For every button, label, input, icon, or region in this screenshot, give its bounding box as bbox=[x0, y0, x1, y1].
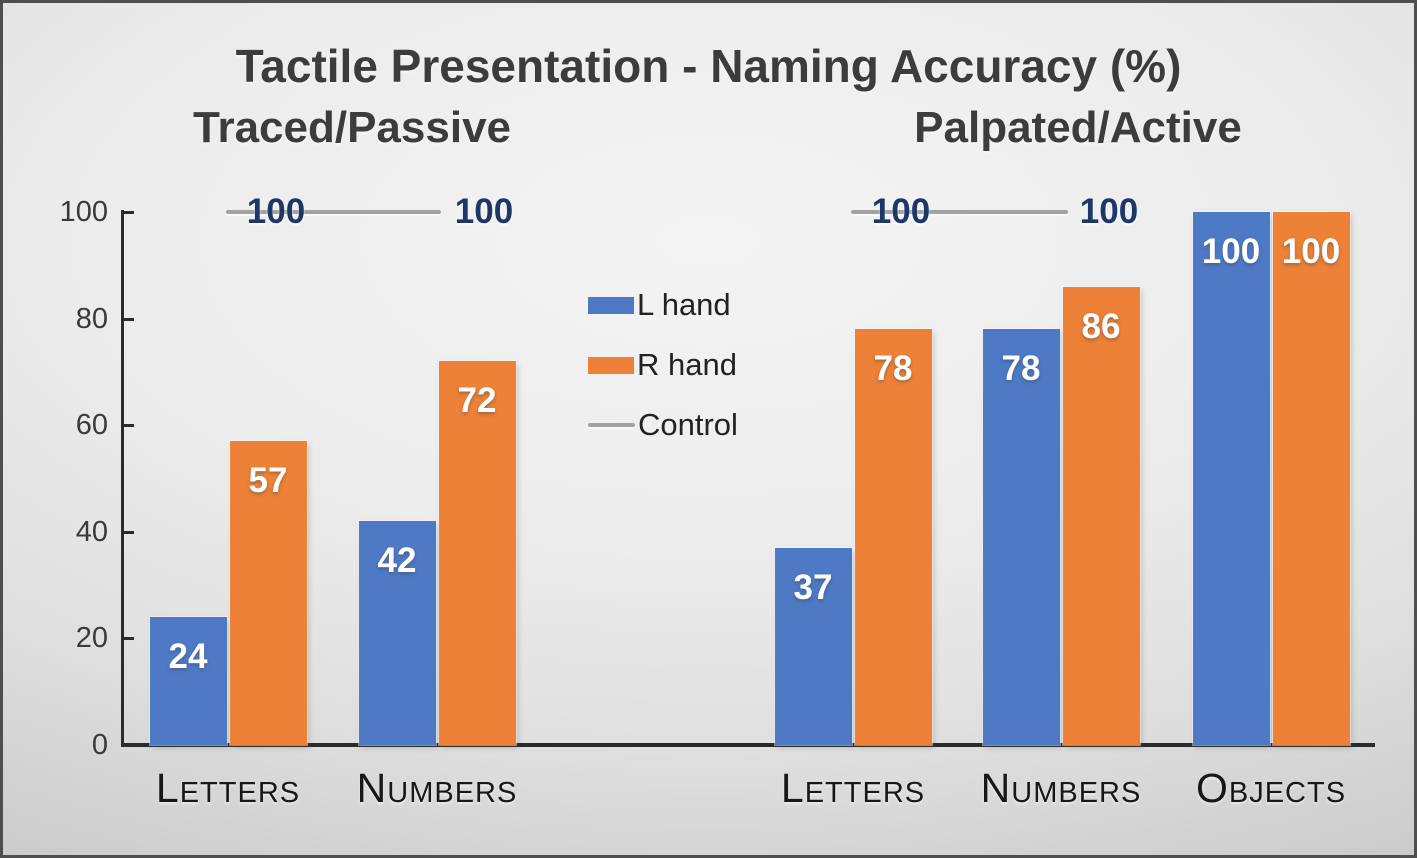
y-tick-label: 80 bbox=[75, 302, 108, 335]
bar-value-label: 37 bbox=[793, 567, 833, 607]
category-label-numbers: Numbers bbox=[980, 765, 1142, 811]
bar-r-hand: 86 bbox=[1062, 286, 1140, 745]
x-axis bbox=[121, 743, 1375, 747]
control-value-label: 100 bbox=[1079, 192, 1139, 231]
legend-item-l-hand: L hand bbox=[588, 287, 738, 322]
y-tick-label: 60 bbox=[75, 409, 108, 442]
y-tick bbox=[124, 530, 134, 534]
y-tick bbox=[124, 317, 134, 321]
control-line bbox=[851, 210, 1068, 214]
y-axis bbox=[121, 210, 124, 747]
y-tick-label: 100 bbox=[59, 196, 108, 228]
bar-l-hand: 78 bbox=[982, 329, 1060, 745]
y-tick-label: 0 bbox=[91, 729, 108, 761]
bar-value-label: 78 bbox=[1001, 349, 1041, 389]
bar-r-hand: 100 bbox=[1272, 212, 1350, 745]
bar-r-hand: 72 bbox=[438, 361, 516, 745]
l-hand-swatch-icon bbox=[588, 296, 634, 314]
bar-value-label: 24 bbox=[168, 637, 208, 677]
control-value-label: 100 bbox=[246, 192, 306, 231]
panel-subtitle-traced-passive: Traced/Passive bbox=[192, 103, 512, 152]
bar-l-hand: 24 bbox=[149, 617, 227, 745]
control-line-swatch-icon bbox=[588, 423, 635, 427]
legend-label-r-hand: R hand bbox=[637, 347, 737, 382]
r-hand-swatch-icon bbox=[588, 356, 634, 374]
bar-value-label: 86 bbox=[1081, 306, 1121, 346]
bar-value-label: 72 bbox=[457, 381, 497, 421]
bar-value-label: 57 bbox=[248, 461, 288, 501]
legend-item-control: Control bbox=[588, 407, 738, 442]
bar-l-hand: 37 bbox=[774, 547, 852, 745]
chart-title: Tactile Presentation - Naming Accuracy (… bbox=[235, 40, 1182, 92]
control-line bbox=[226, 210, 441, 214]
control-value-label: 100 bbox=[454, 192, 514, 231]
legend-label-control: Control bbox=[638, 407, 738, 442]
category-label-numbers: Numbers bbox=[356, 765, 518, 811]
y-tick bbox=[124, 424, 134, 428]
y-tick bbox=[124, 637, 134, 641]
y-tick-label: 20 bbox=[75, 622, 108, 655]
legend-item-r-hand: R hand bbox=[588, 347, 738, 382]
legend-label-l-hand: L hand bbox=[637, 287, 731, 322]
bar-value-label: 78 bbox=[873, 349, 913, 389]
control-value-label: 100 bbox=[871, 192, 931, 231]
bar-value-label: 100 bbox=[1201, 232, 1261, 271]
y-tick bbox=[124, 211, 134, 214]
bar-l-hand: 42 bbox=[358, 521, 436, 745]
bar-value-label: 100 bbox=[1281, 232, 1341, 271]
legend: L hand R hand Control bbox=[588, 287, 738, 468]
bar-r-hand: 57 bbox=[229, 441, 307, 745]
bar-l-hand: 100 bbox=[1192, 212, 1270, 745]
category-label-letters: Letters bbox=[155, 765, 301, 811]
category-label-letters: Letters bbox=[780, 765, 926, 811]
category-label-objects: Objects bbox=[1195, 765, 1347, 811]
y-tick-label: 40 bbox=[75, 515, 108, 548]
bar-value-label: 42 bbox=[377, 541, 417, 581]
panel-subtitle-palpated-active: Palpated/Active bbox=[914, 103, 1242, 152]
bar-r-hand: 78 bbox=[854, 329, 932, 745]
